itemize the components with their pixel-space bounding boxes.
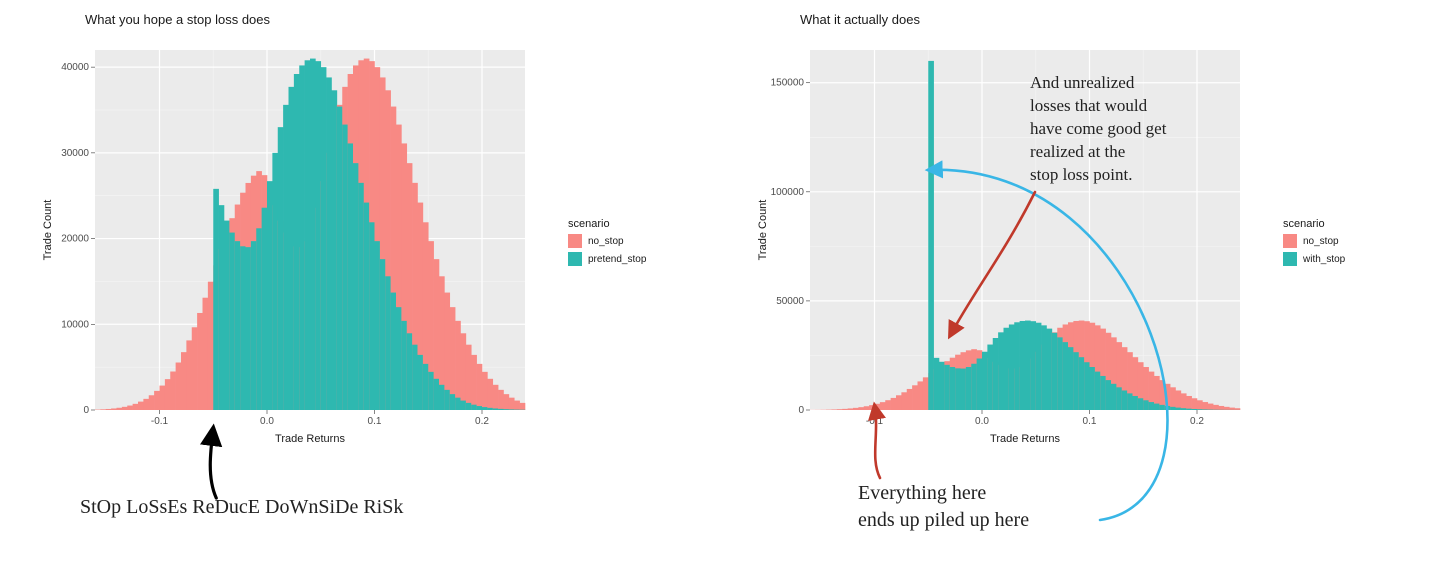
annotation-mocking: StOp LoSsEs ReDucE DoWnSiDe RiSk — [80, 494, 403, 521]
svg-text:10000: 10000 — [61, 319, 89, 330]
svg-text:-0.1: -0.1 — [866, 416, 884, 427]
svg-text:0.1: 0.1 — [368, 416, 382, 427]
svg-text:-0.1: -0.1 — [151, 416, 169, 427]
right-legend-title: scenario — [1283, 218, 1345, 230]
legend-swatch — [1283, 252, 1297, 266]
svg-text:0.0: 0.0 — [975, 416, 989, 427]
svg-text:20000: 20000 — [61, 234, 89, 245]
legend-swatch — [568, 234, 582, 248]
legend-swatch — [1283, 234, 1297, 248]
annotation-piled: Everything here ends up piled up here — [858, 480, 1029, 534]
svg-text:0: 0 — [798, 405, 804, 416]
legend-swatch — [568, 252, 582, 266]
left-legend-title: scenario — [568, 218, 646, 230]
legend-item-with-stop: with_stop — [1283, 252, 1345, 266]
right-chart: 0 50000 100000 150000 -0.1 0.0 0.1 0.2 Trade Ret… — [750, 20, 1270, 450]
svg-text:Trade Returns: Trade Returns — [275, 433, 345, 445]
svg-text:0.0: 0.0 — [260, 416, 274, 427]
left-chart: 0 10000 20000 30000 40000 -0.1 0.0 0.1 0.2 Trade … — [35, 20, 555, 450]
svg-text:0.1: 0.1 — [1083, 416, 1097, 427]
annotation-unrealized: And unrealized losses that would have co… — [1030, 72, 1166, 187]
svg-text:Trade Count: Trade Count — [757, 200, 769, 261]
svg-text:0: 0 — [83, 405, 89, 416]
right-legend: scenario no_stop with_stop — [1283, 218, 1345, 266]
svg-text:150000: 150000 — [771, 78, 805, 89]
svg-text:50000: 50000 — [776, 296, 804, 307]
svg-text:100000: 100000 — [771, 187, 805, 198]
left-legend: scenario no_stop pretend_stop — [568, 218, 646, 266]
legend-label: no_stop — [1303, 236, 1339, 247]
legend-item-no-stop: no_stop — [1283, 234, 1345, 248]
legend-label: pretend_stop — [588, 254, 646, 265]
svg-text:Trade Returns: Trade Returns — [990, 433, 1060, 445]
svg-text:0.2: 0.2 — [1190, 416, 1204, 427]
svg-text:0.2: 0.2 — [475, 416, 489, 427]
legend-label: no_stop — [588, 236, 624, 247]
legend-label: with_stop — [1303, 254, 1345, 265]
legend-item-pretend-stop: pretend_stop — [568, 252, 646, 266]
svg-text:30000: 30000 — [61, 148, 89, 159]
svg-text:40000: 40000 — [61, 62, 89, 73]
svg-text:Trade Count: Trade Count — [42, 200, 54, 261]
legend-item-no-stop: no_stop — [568, 234, 646, 248]
